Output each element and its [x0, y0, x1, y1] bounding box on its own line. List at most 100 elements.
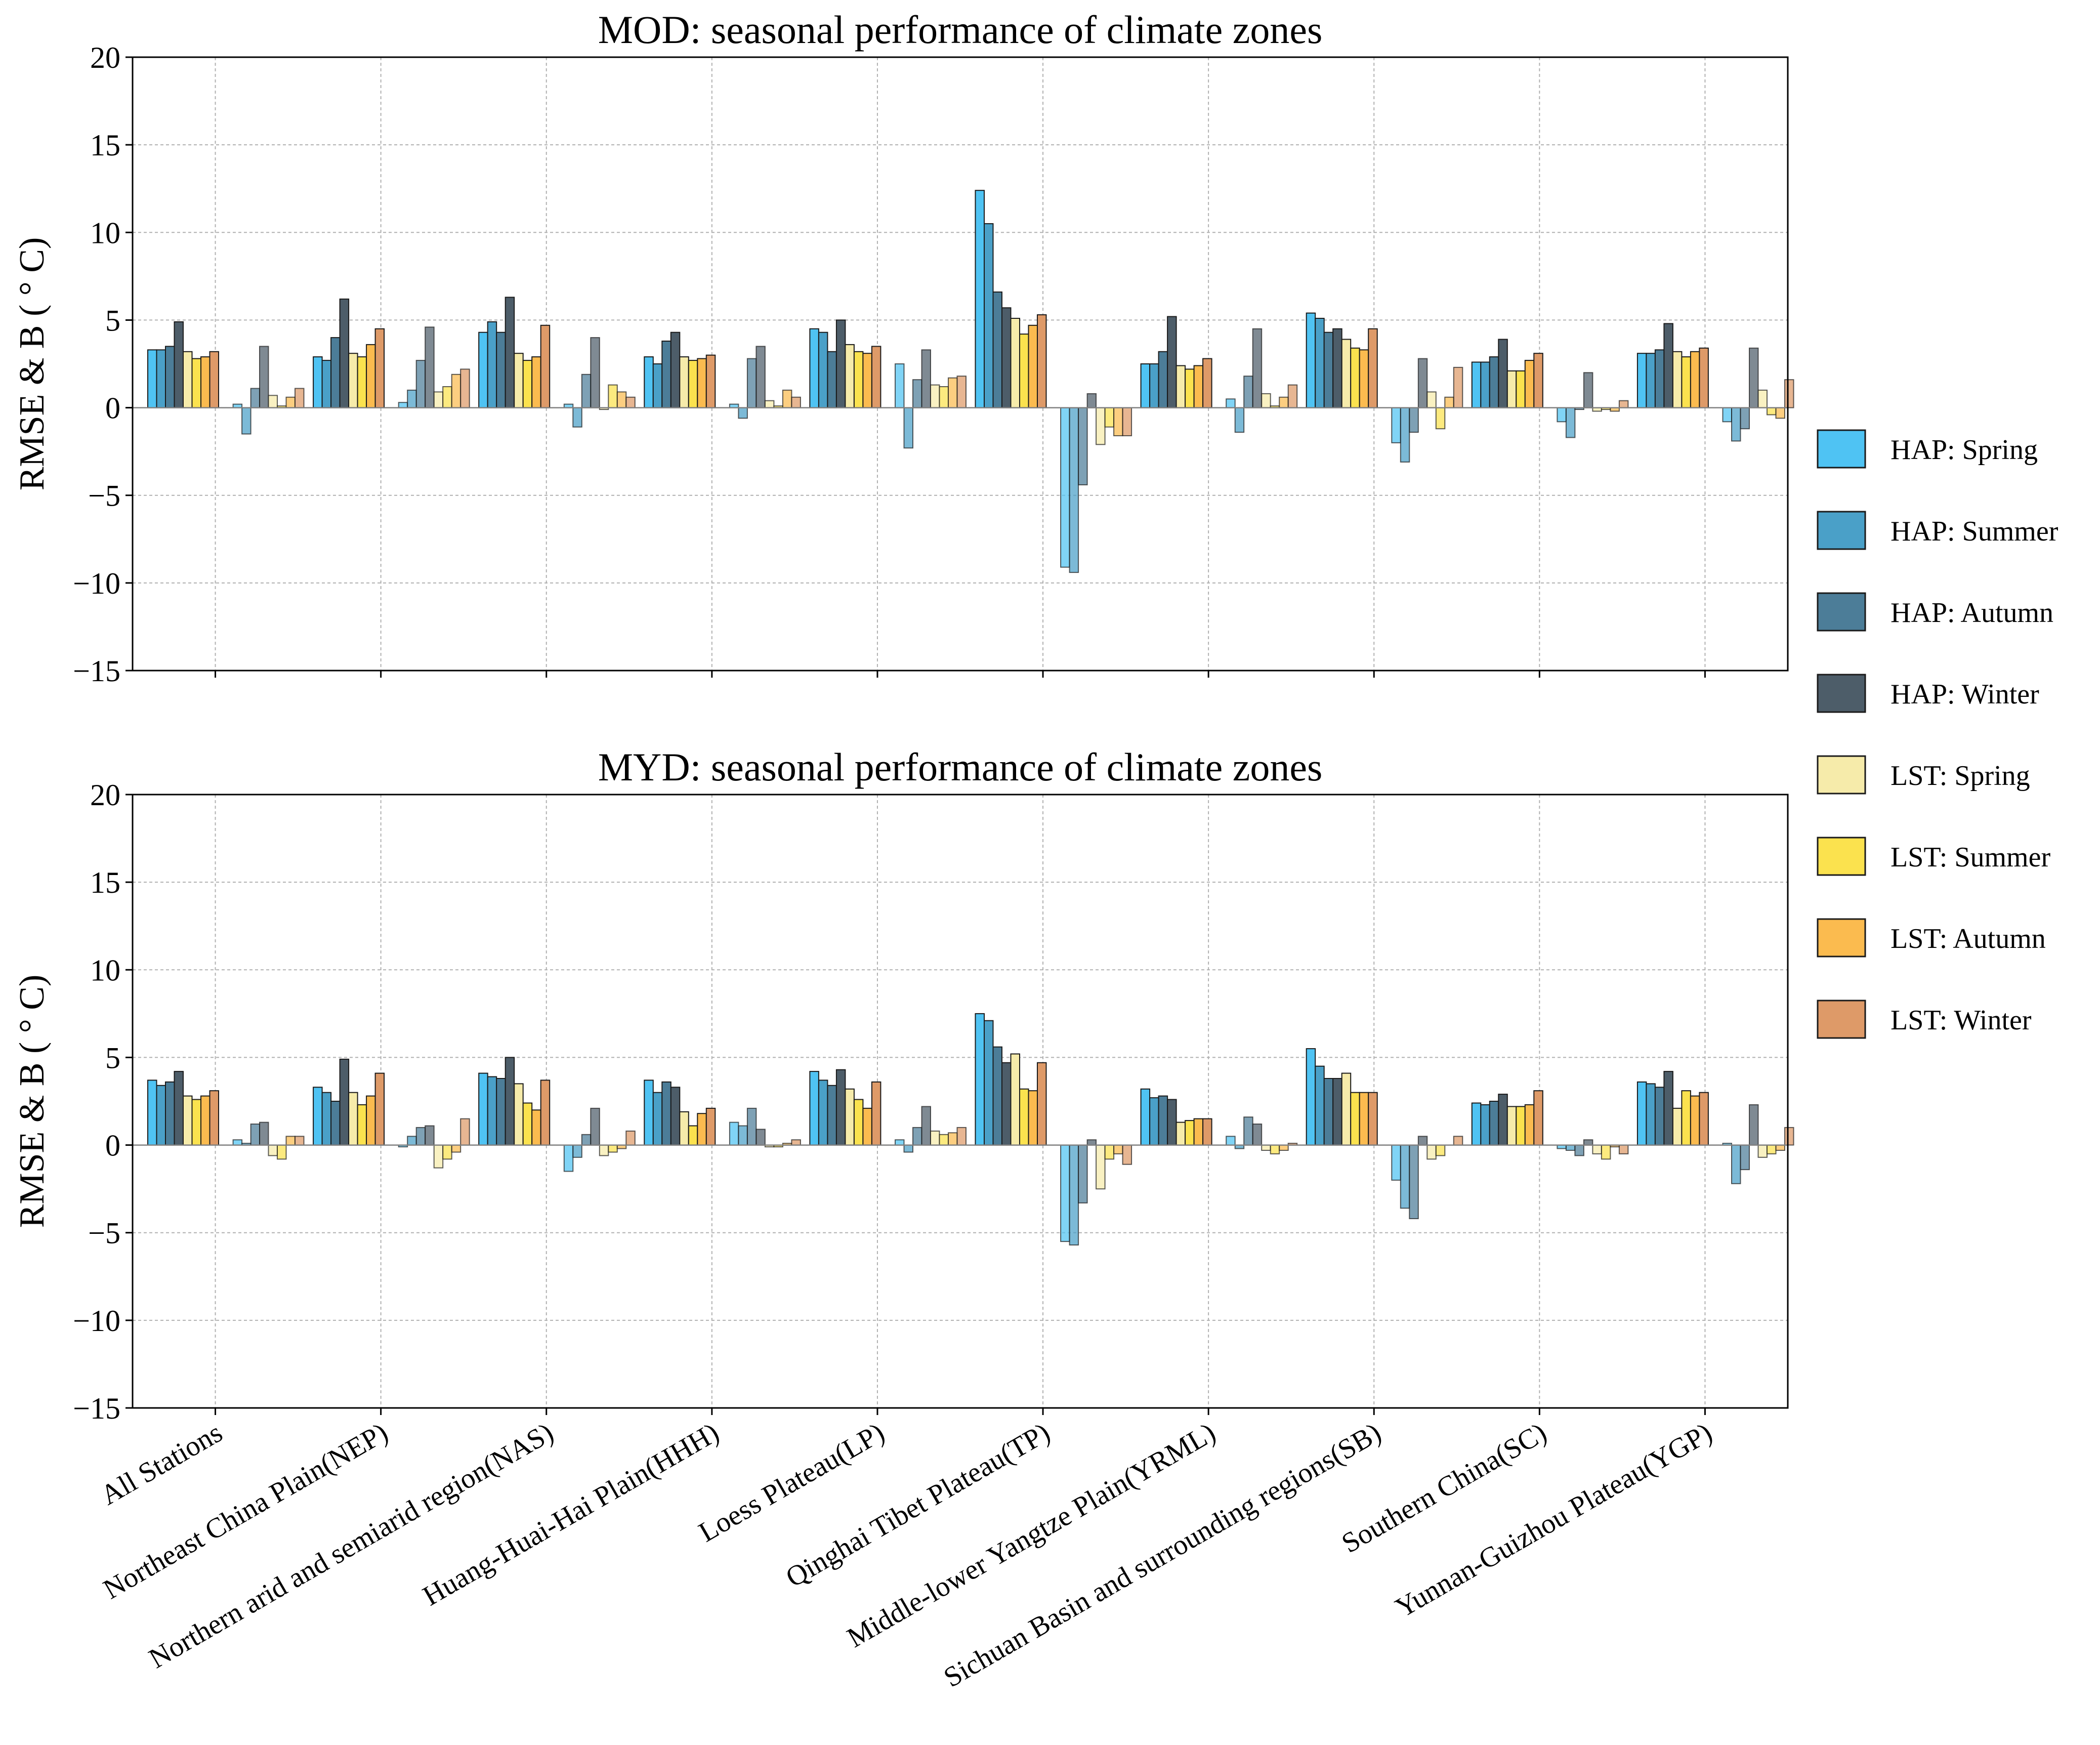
bias-bar	[433, 391, 444, 408]
y-axis-label: RMSE & B ( ° C)	[13, 237, 52, 491]
rmse-bar	[174, 1071, 184, 1146]
x-tick-label: Yunnan-Guizhou Plateau(YGP)	[1390, 1417, 1717, 1624]
legend-label: LST: Summer	[1891, 842, 2050, 873]
plot-frame	[132, 794, 1789, 1409]
rmse-bar	[845, 1088, 855, 1146]
bias-bar	[1583, 1139, 1593, 1146]
bias-bar	[1618, 400, 1629, 408]
rmse-bar	[348, 353, 358, 408]
rmse-bar	[209, 351, 219, 408]
rmse-bar	[1149, 1097, 1159, 1146]
bias-bar	[1279, 1144, 1289, 1151]
bias-bar	[250, 388, 261, 408]
bias-bar	[921, 349, 931, 408]
rmse-bar	[531, 1109, 541, 1146]
bias-bar	[608, 1144, 618, 1153]
rmse-bar	[1167, 316, 1177, 408]
rmse-bar	[992, 292, 1002, 408]
rmse-bar	[697, 358, 707, 408]
legend-swatch	[1817, 429, 1866, 469]
rmse-bar	[183, 1095, 193, 1146]
y-tick-label: −5	[88, 1217, 120, 1250]
bias-bar	[625, 1130, 636, 1146]
rmse-bar	[688, 360, 698, 408]
legend-item: LST: Summer	[1817, 837, 2050, 876]
rmse-bar	[1315, 1065, 1325, 1146]
rmse-bar	[1646, 353, 1656, 408]
bias-bar	[581, 1134, 592, 1146]
rmse-bar	[697, 1113, 707, 1146]
bias-bar	[608, 384, 618, 408]
rmse-bar	[1019, 334, 1029, 408]
rmse-bar	[984, 1020, 994, 1146]
bias-bar	[1261, 393, 1271, 408]
x-tick-label: Huang-Huai-Hai Plain(HHH)	[417, 1417, 724, 1612]
legend-label: LST: Autumn	[1891, 923, 2046, 954]
y-tick-label: −15	[73, 1392, 120, 1425]
rmse-bar	[1471, 361, 1482, 408]
panel-mod: −15 −10 −5 0 5 10 15 20 MOD: seasonal performanc…	[13, 8, 1794, 688]
bias-bar	[1749, 347, 1759, 408]
rmse-bar	[156, 349, 166, 408]
rmse-bar	[348, 1092, 358, 1146]
rmse-bar	[845, 344, 855, 408]
rmse-bar	[505, 1057, 515, 1146]
bias-bar	[930, 1130, 940, 1146]
rmse-bar	[862, 1107, 872, 1146]
bias-bar	[1400, 407, 1410, 463]
rmse-bar	[975, 190, 985, 408]
y-tick-label: 10	[90, 216, 120, 250]
legend-label: HAP: Winter	[1891, 679, 2039, 710]
bias-bar	[1086, 1139, 1097, 1146]
rmse-bar	[522, 360, 533, 408]
rmse-bar	[200, 1095, 211, 1146]
bias-bar	[285, 1136, 296, 1146]
rmse-bar	[374, 328, 385, 408]
legend-swatch	[1817, 674, 1866, 713]
bias-bar	[1113, 407, 1123, 436]
y-tick-label: −10	[73, 1304, 120, 1338]
y-tick-label: −5	[88, 479, 120, 513]
bias-bar	[764, 400, 775, 408]
rmse-bar	[1636, 1081, 1647, 1146]
bias-bar	[581, 373, 592, 408]
bias-bar	[1060, 1144, 1070, 1242]
rmse-bar	[1001, 307, 1012, 408]
bias-bar	[1444, 396, 1454, 408]
rmse-bar	[835, 319, 846, 408]
bias-bar	[590, 1107, 600, 1146]
bias-bar	[232, 1139, 243, 1146]
rmse-bar	[1681, 356, 1691, 408]
rmse-bar	[1359, 1092, 1369, 1146]
rmse-bar	[1306, 1048, 1316, 1146]
rmse-bar	[1193, 1118, 1204, 1146]
rmse-bar	[652, 1092, 663, 1146]
bias-bar	[1060, 407, 1070, 568]
rmse-bar	[818, 331, 828, 408]
bias-bar	[1435, 1144, 1446, 1156]
bias-bar	[415, 1127, 426, 1146]
bias-bar	[1757, 389, 1768, 408]
rmse-bar	[1690, 351, 1700, 408]
rmse-bar	[1202, 1118, 1212, 1146]
rmse-bar	[1524, 360, 1535, 408]
rmse-bar	[540, 324, 551, 408]
rmse-bar	[871, 1081, 881, 1146]
rmse-bar	[670, 1087, 681, 1146]
bias-bar	[746, 358, 757, 408]
bias-bar	[1104, 1144, 1115, 1160]
rmse-bar	[1193, 365, 1204, 408]
bias-bar	[948, 377, 958, 408]
rmse-bar	[1028, 1090, 1038, 1146]
bias-bar	[1592, 1144, 1602, 1154]
bias-bar	[1122, 407, 1132, 436]
rmse-bar	[1533, 353, 1543, 408]
rmse-bar	[1506, 370, 1517, 408]
rmse-bar	[321, 1092, 332, 1146]
bias-bar	[755, 346, 766, 408]
legend-label: HAP: Autumn	[1891, 597, 2053, 629]
rmse-bar	[1158, 1095, 1168, 1146]
rmse-bar	[862, 353, 872, 408]
bias-bar	[956, 1127, 967, 1146]
